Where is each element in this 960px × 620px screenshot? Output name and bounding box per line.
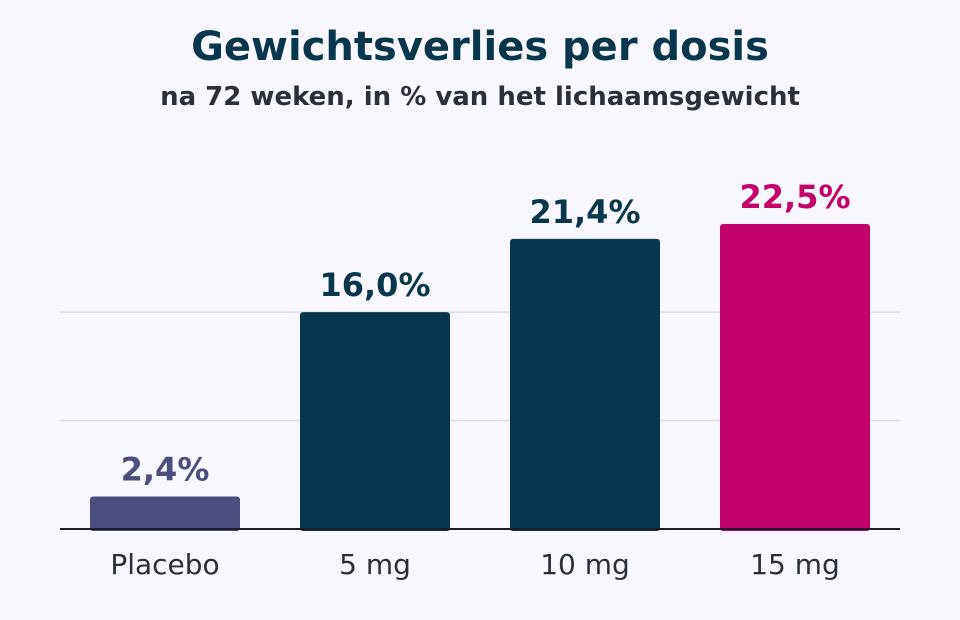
bar-2 — [510, 238, 660, 531]
value-labels: 2,4% 16,0% 21,4% 22,5% — [121, 178, 851, 488]
category-label-3: 15 mg — [750, 548, 840, 581]
bar-3 — [720, 224, 870, 531]
chart-subtitle: na 72 weken, in % van het lichaamsgewich… — [160, 82, 800, 112]
value-label-0: 2,4% — [121, 450, 210, 488]
value-label-3: 22,5% — [739, 178, 850, 216]
bar-1 — [300, 312, 450, 531]
value-label-1: 16,0% — [319, 266, 430, 304]
category-label-0: Placebo — [110, 548, 219, 581]
chart-title: Gewichtsverlies per dosis — [191, 24, 769, 70]
value-label-2: 21,4% — [529, 193, 640, 231]
category-labels: Placebo 5 mg 10 mg 15 mg — [110, 548, 839, 581]
category-label-2: 10 mg — [540, 548, 630, 581]
bars — [90, 224, 870, 531]
bar-0 — [90, 496, 240, 531]
category-label-1: 5 mg — [339, 548, 411, 581]
